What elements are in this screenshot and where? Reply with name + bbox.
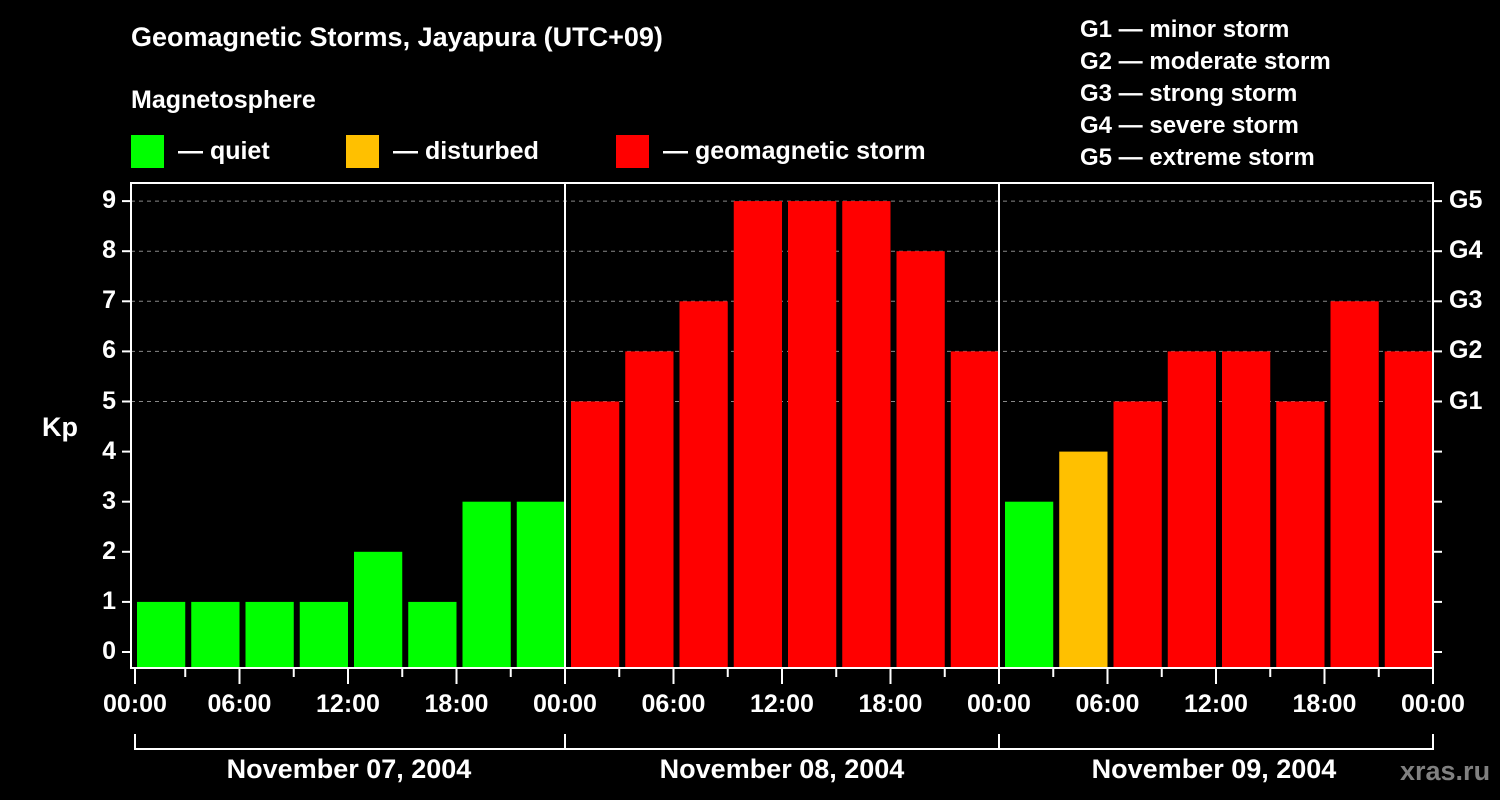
day-bracket <box>564 734 1000 750</box>
legend-swatch-disturbed <box>346 134 379 168</box>
legend-swatch-storm <box>616 134 649 168</box>
storm-scale-g5: G5 — extreme storm <box>1080 144 1315 171</box>
bar <box>1113 401 1162 668</box>
x-tick-label: 00:00 <box>1401 690 1465 718</box>
bar <box>1330 301 1379 668</box>
storm-scale-g4: G4 — severe storm <box>1080 112 1299 139</box>
bar <box>733 201 782 668</box>
bar <box>842 201 891 668</box>
y-tick-label: 1 <box>102 586 116 615</box>
x-tick-label: 12:00 <box>1184 690 1248 718</box>
bar <box>1222 351 1271 668</box>
g-scale-label: G4 <box>1449 236 1483 265</box>
x-tick-label: 18:00 <box>424 690 489 718</box>
day-label-1: November 07, 2004 <box>226 754 472 784</box>
x-tick-label: 06:00 <box>641 690 706 718</box>
chart-subtitle: Magnetosphere <box>131 86 316 114</box>
legend-label-storm: — geomagnetic storm <box>663 136 926 165</box>
day-bracket <box>134 734 566 750</box>
y-tick-label: 6 <box>102 336 116 365</box>
legend-label-quiet: — quiet <box>178 136 270 165</box>
storm-scale-legend: G1 — minor storm G2 — moderate storm G3 … <box>1080 14 1331 174</box>
bar <box>1384 351 1433 668</box>
x-tick-label: 06:00 <box>207 690 272 718</box>
bar <box>462 501 511 668</box>
x-tick-label: 18:00 <box>858 690 923 718</box>
g-scale-label: G2 <box>1449 336 1483 365</box>
legend-disturbed: — disturbed <box>346 134 539 168</box>
x-tick-label: 12:00 <box>750 690 814 718</box>
legend-quiet: — quiet <box>131 134 270 168</box>
y-tick-label: 2 <box>102 536 116 565</box>
x-tick-label: 00:00 <box>103 690 167 718</box>
bar <box>354 551 403 668</box>
g-scale-label: G1 <box>1449 386 1483 415</box>
g-scale-label: G5 <box>1449 186 1483 215</box>
bar <box>896 251 945 668</box>
day-bracket <box>998 734 1434 750</box>
day-label-3: November 09, 2004 <box>1091 754 1337 784</box>
legend-swatch-quiet <box>131 134 164 168</box>
storm-scale-g2: G2 — moderate storm <box>1080 48 1331 75</box>
bar <box>950 351 999 668</box>
storm-scale-g3: G3 — strong storm <box>1080 80 1298 107</box>
x-tick-label: 00:00 <box>533 690 597 718</box>
bar <box>1167 351 1216 668</box>
bar <box>408 601 457 668</box>
x-tick-label: 12:00 <box>316 690 380 718</box>
y-tick-label: 4 <box>102 436 116 465</box>
bar <box>191 601 240 668</box>
bar <box>137 601 186 668</box>
bar <box>625 351 674 668</box>
bar <box>245 601 294 668</box>
bar <box>516 501 565 668</box>
plot-frame <box>130 182 1434 669</box>
bar <box>1059 451 1108 668</box>
y-tick-label: 8 <box>102 236 116 265</box>
legend-label-disturbed: — disturbed <box>393 136 539 165</box>
bar <box>571 401 620 668</box>
x-tick-label: 18:00 <box>1292 690 1357 718</box>
watermark: xras.ru <box>1400 756 1491 786</box>
g-scale-label: G3 <box>1449 286 1483 315</box>
x-tick-label: 00:00 <box>967 690 1031 718</box>
storm-scale-g1: G1 — minor storm <box>1080 16 1290 43</box>
bar <box>788 201 837 668</box>
y-tick-label: 7 <box>102 286 116 315</box>
bar <box>1005 501 1054 668</box>
y-tick-label: 5 <box>102 386 116 415</box>
legend-storm: — geomagnetic storm <box>616 134 926 168</box>
bar <box>299 601 348 668</box>
chart-title: Geomagnetic Storms, Jayapura (UTC+09) <box>131 22 663 52</box>
y-axis-label: Kp <box>42 412 78 442</box>
bar <box>679 301 728 668</box>
bar <box>1276 401 1325 668</box>
x-tick-label: 06:00 <box>1075 690 1140 718</box>
day-label-2: November 08, 2004 <box>659 754 905 784</box>
y-tick-label: 0 <box>102 637 116 665</box>
y-tick-label: 3 <box>102 486 116 515</box>
y-tick-label: 9 <box>102 186 116 215</box>
